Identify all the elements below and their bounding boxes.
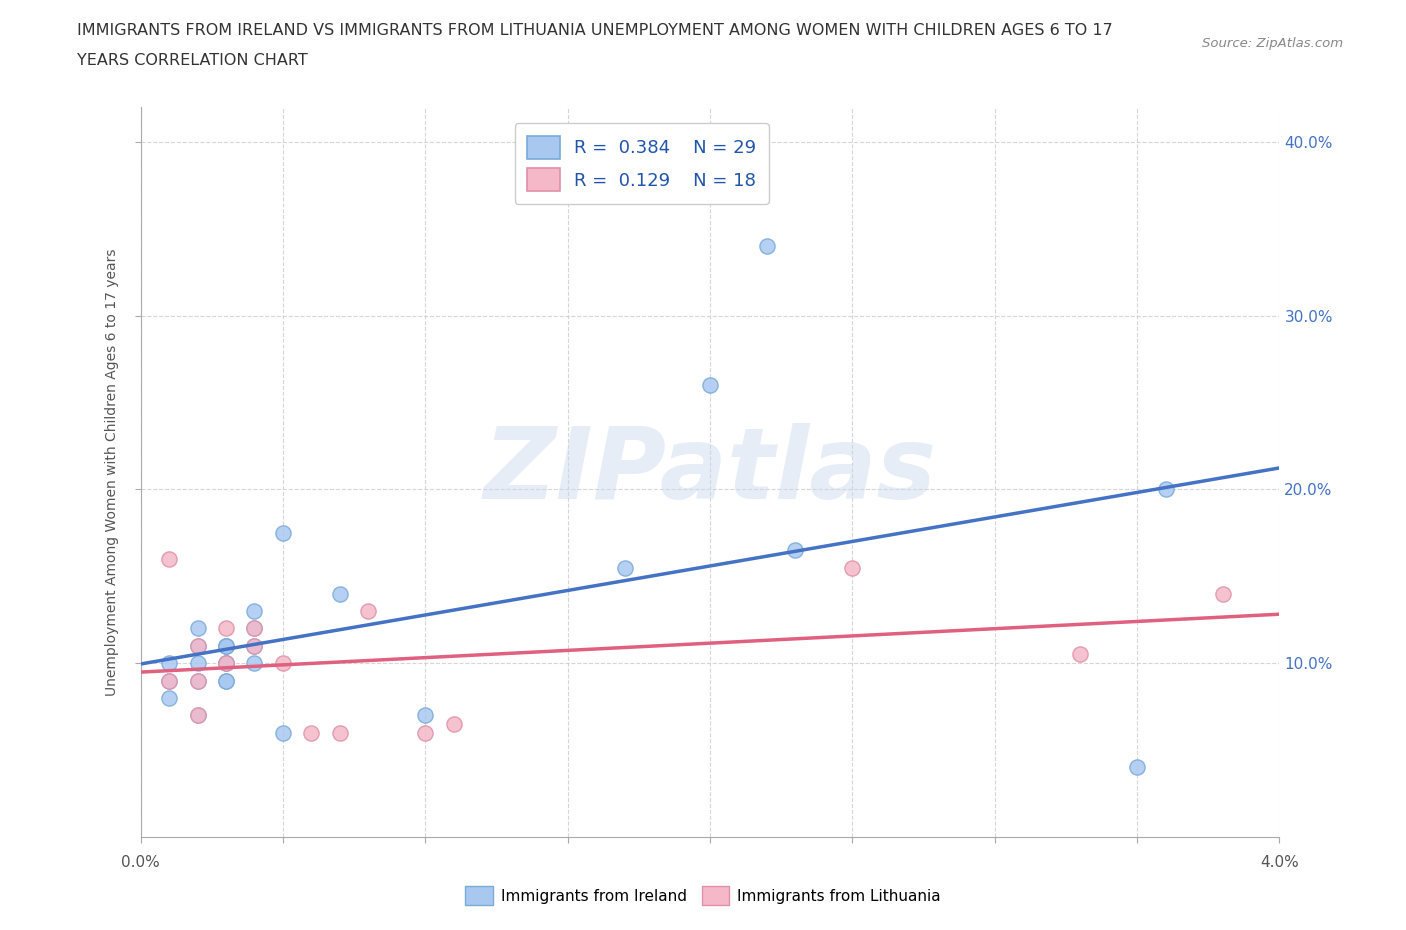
Point [1126, 760, 1149, 775]
Point [215, 638, 238, 653]
Point [157, 551, 180, 566]
Point [699, 378, 721, 392]
Point [1069, 647, 1091, 662]
Point [186, 621, 209, 636]
Point [186, 708, 209, 723]
Point [186, 673, 209, 688]
Point [415, 725, 437, 740]
Point [215, 638, 238, 653]
Point [215, 656, 238, 671]
Point [271, 656, 294, 671]
Point [785, 543, 807, 558]
Point [186, 708, 209, 723]
Text: 0.0%: 0.0% [121, 856, 160, 870]
Point [415, 708, 437, 723]
Point [841, 560, 863, 575]
Text: 4.0%: 4.0% [1260, 856, 1299, 870]
Point [157, 690, 180, 705]
Point [215, 621, 238, 636]
Y-axis label: Unemployment Among Women with Children Ages 6 to 17 years: Unemployment Among Women with Children A… [105, 248, 120, 696]
Point [271, 525, 294, 540]
Point [243, 621, 266, 636]
Point [1212, 586, 1234, 601]
Legend: R =  0.384    N = 29, R =  0.129    N = 18: R = 0.384 N = 29, R = 0.129 N = 18 [515, 124, 769, 204]
Point [243, 656, 266, 671]
Point [443, 717, 465, 732]
Point [215, 656, 238, 671]
Point [186, 656, 209, 671]
Point [186, 673, 209, 688]
Point [157, 673, 180, 688]
Point [215, 638, 238, 653]
Text: YEARS CORRELATION CHART: YEARS CORRELATION CHART [77, 53, 308, 68]
Point [186, 638, 209, 653]
Point [157, 673, 180, 688]
Point [215, 673, 238, 688]
Point [215, 656, 238, 671]
Point [1154, 482, 1177, 497]
Point [243, 604, 266, 618]
Point [613, 560, 636, 575]
Text: ZIPatlas: ZIPatlas [484, 423, 936, 521]
Point [271, 725, 294, 740]
Point [243, 621, 266, 636]
Point [301, 725, 323, 740]
Text: Source: ZipAtlas.com: Source: ZipAtlas.com [1202, 37, 1343, 50]
Point [357, 604, 380, 618]
Point [329, 586, 352, 601]
Point [186, 638, 209, 653]
Point [215, 673, 238, 688]
Point [329, 725, 352, 740]
Text: IMMIGRANTS FROM IRELAND VS IMMIGRANTS FROM LITHUANIA UNEMPLOYMENT AMONG WOMEN WI: IMMIGRANTS FROM IRELAND VS IMMIGRANTS FR… [77, 23, 1114, 38]
Point [243, 638, 266, 653]
Point [756, 239, 779, 254]
Legend: Immigrants from Ireland, Immigrants from Lithuania: Immigrants from Ireland, Immigrants from… [460, 881, 946, 911]
Point [243, 638, 266, 653]
Point [157, 656, 180, 671]
